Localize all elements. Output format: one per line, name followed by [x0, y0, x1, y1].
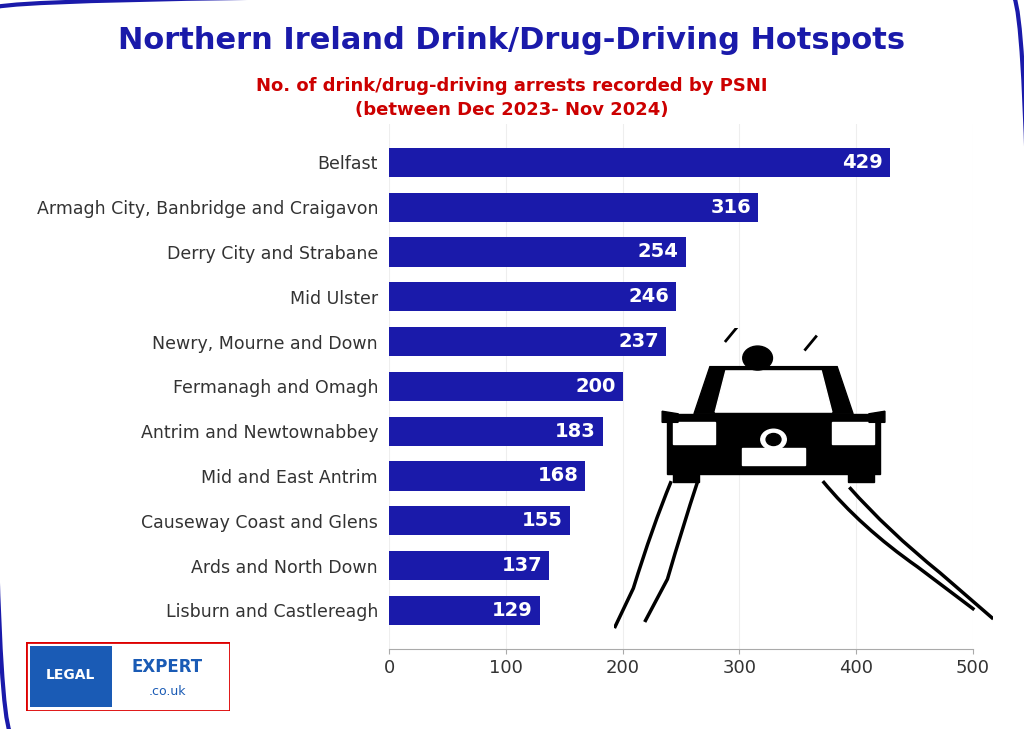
Polygon shape: [848, 471, 874, 483]
Text: Northern Ireland Drink/Drug-Driving Hotspots: Northern Ireland Drink/Drug-Driving Hots…: [119, 26, 905, 55]
Polygon shape: [715, 371, 831, 412]
Text: 429: 429: [842, 153, 883, 172]
Text: EXPERT: EXPERT: [131, 658, 203, 676]
Bar: [389, 596, 540, 625]
Bar: [389, 238, 686, 267]
Text: No. of drink/drug-driving arrests recorded by PSNI: No. of drink/drug-driving arrests record…: [256, 77, 768, 95]
Text: 155: 155: [522, 511, 563, 530]
Text: 168: 168: [538, 467, 579, 486]
Text: 316: 316: [711, 198, 751, 217]
Polygon shape: [668, 414, 880, 474]
Polygon shape: [741, 448, 805, 465]
Bar: [389, 372, 623, 401]
Circle shape: [742, 346, 772, 370]
Bar: [389, 461, 586, 491]
Polygon shape: [869, 411, 885, 422]
FancyBboxPatch shape: [30, 646, 112, 706]
Text: .co.uk: .co.uk: [148, 685, 185, 698]
Bar: [389, 192, 758, 222]
Polygon shape: [694, 367, 853, 414]
Polygon shape: [663, 411, 678, 422]
Polygon shape: [831, 422, 874, 444]
Bar: [389, 506, 570, 535]
Bar: [389, 551, 549, 580]
Bar: [389, 282, 676, 311]
Circle shape: [766, 434, 781, 445]
Bar: [389, 416, 603, 445]
Text: 246: 246: [629, 287, 670, 306]
Text: 183: 183: [555, 421, 596, 440]
Text: 254: 254: [638, 243, 679, 262]
Polygon shape: [673, 471, 699, 483]
Bar: [389, 327, 666, 356]
Text: 137: 137: [502, 556, 542, 575]
Circle shape: [761, 429, 786, 450]
Text: 129: 129: [492, 601, 532, 620]
Bar: [389, 148, 890, 177]
Text: (between Dec 2023- Nov 2024): (between Dec 2023- Nov 2024): [355, 101, 669, 119]
Text: LEGAL: LEGAL: [46, 668, 95, 682]
Text: 237: 237: [618, 332, 658, 351]
Text: 200: 200: [575, 377, 615, 396]
Polygon shape: [673, 422, 715, 444]
